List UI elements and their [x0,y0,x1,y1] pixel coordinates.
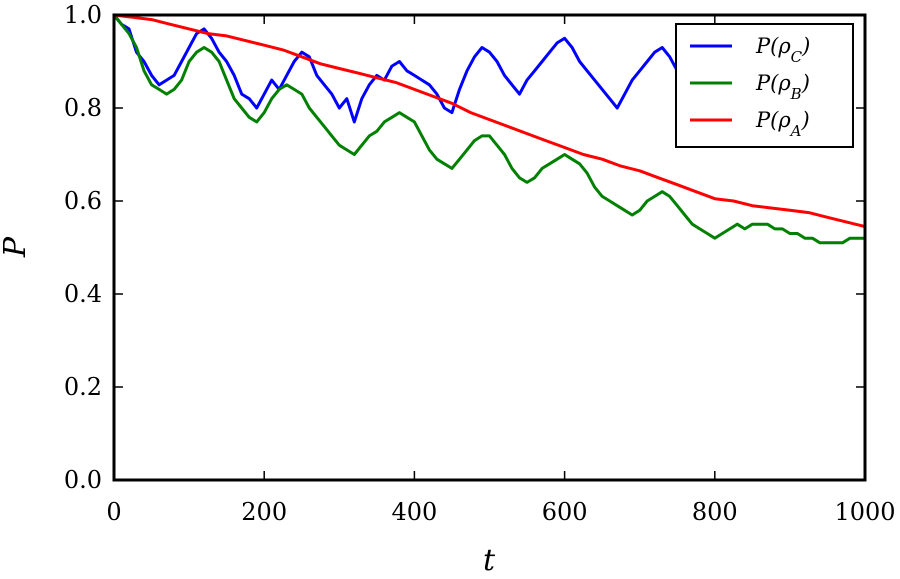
x-axis-label: t [483,543,496,578]
legend: P(ρC)P(ρB)P(ρA) [675,23,854,148]
x-tick-label: 800 [692,498,738,526]
series-layer [112,13,867,245]
y-tick-label: 0.2 [64,373,102,401]
x-tick-label: 200 [241,498,287,526]
y-tick-label: 0.6 [64,187,102,215]
y-tick-label: 1.0 [64,1,102,29]
ticks-layer: 0 200 400 600 800 1000 0.0 0.2 0.4 0.6 0.8 1.0 [64,1,896,526]
y-tick-label: 0.4 [64,280,102,308]
y-axis-label: P [0,236,33,258]
x-tick-label: 400 [391,498,437,526]
x-tick-label: 0 [106,498,121,526]
y-tick-label: 0.8 [64,94,102,122]
series-line-1 [112,13,867,245]
plot-frame [112,13,867,482]
y-tick-label: 0.0 [64,466,102,494]
series-line-2 [112,13,867,229]
series-line-0 [112,13,694,124]
x-tick-label: 1000 [834,498,895,526]
x-tick-label: 600 [542,498,588,526]
